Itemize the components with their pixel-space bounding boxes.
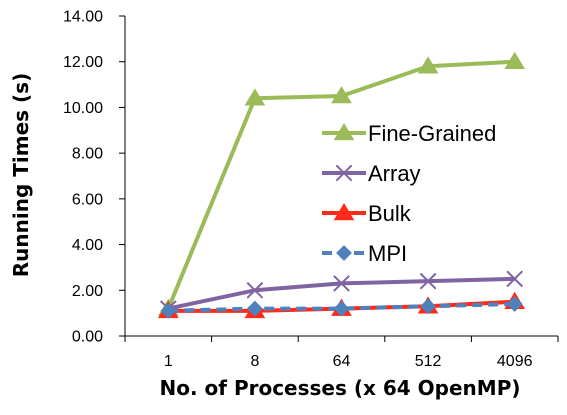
data-point	[419, 272, 437, 290]
y-tick-label: 12.00	[63, 54, 103, 71]
y-tick-label: 10.00	[63, 100, 103, 117]
y-tick-label: 2.00	[72, 283, 103, 300]
legend: Fine-Grained Array Bulk MPI	[322, 121, 496, 266]
legend-item-array: Array	[322, 161, 421, 186]
legend-item-mpi: MPI	[322, 241, 407, 266]
series-mpi	[160, 296, 523, 319]
data-point	[244, 88, 266, 106]
data-point-stroke	[419, 272, 437, 290]
data-point	[160, 302, 177, 319]
data-point-stroke	[333, 275, 350, 292]
x-tick-label: 1	[164, 353, 173, 370]
data-point-stroke	[246, 281, 264, 299]
y-tick-label: 4.00	[72, 237, 103, 254]
legend-label: Fine-Grained	[368, 121, 496, 146]
data-point	[336, 245, 352, 261]
data-point	[331, 86, 352, 104]
legend-label: MPI	[368, 241, 407, 266]
y-axis-title: Running Times (s)	[9, 73, 33, 277]
y-tick-label: 0.00	[72, 329, 103, 346]
series-fine-grained	[157, 51, 526, 316]
data-point-stroke	[506, 270, 524, 288]
x-tick-label: 4096	[497, 353, 533, 370]
data-point	[420, 298, 437, 315]
x-tick-label: 512	[415, 353, 442, 370]
data-point	[335, 164, 353, 182]
data-point	[417, 56, 439, 74]
legend-label: Bulk	[368, 201, 412, 226]
series-line	[168, 302, 515, 313]
data-point	[506, 270, 524, 288]
y-axis-ticks: 0.00 2.00 4.00 6.00 8.00 10.00 12.00 14.00	[63, 9, 125, 346]
x-tick-label: 64	[333, 353, 351, 370]
y-tick-label: 8.00	[72, 146, 103, 163]
data-point	[246, 281, 264, 299]
legend-item-fine-grained: Fine-Grained	[322, 121, 496, 146]
data-point-stroke	[335, 164, 353, 182]
x-tick-label: 8	[250, 353, 259, 370]
data-point	[333, 275, 350, 292]
x-axis-title: No. of Processes (x 64 OpenMP)	[160, 376, 521, 400]
y-tick-label: 6.00	[72, 191, 103, 208]
data-point	[333, 203, 355, 221]
data-point	[246, 300, 263, 317]
series-layer	[157, 51, 526, 319]
legend-item-bulk: Bulk	[322, 201, 412, 226]
x-axis-ticks: 1 8 64 512 4096	[124, 336, 559, 370]
data-point	[333, 123, 355, 141]
data-point	[506, 296, 523, 312]
data-point	[333, 300, 350, 317]
data-point	[504, 51, 526, 69]
y-tick-label: 14.00	[63, 9, 103, 26]
legend-label: Array	[368, 161, 421, 186]
